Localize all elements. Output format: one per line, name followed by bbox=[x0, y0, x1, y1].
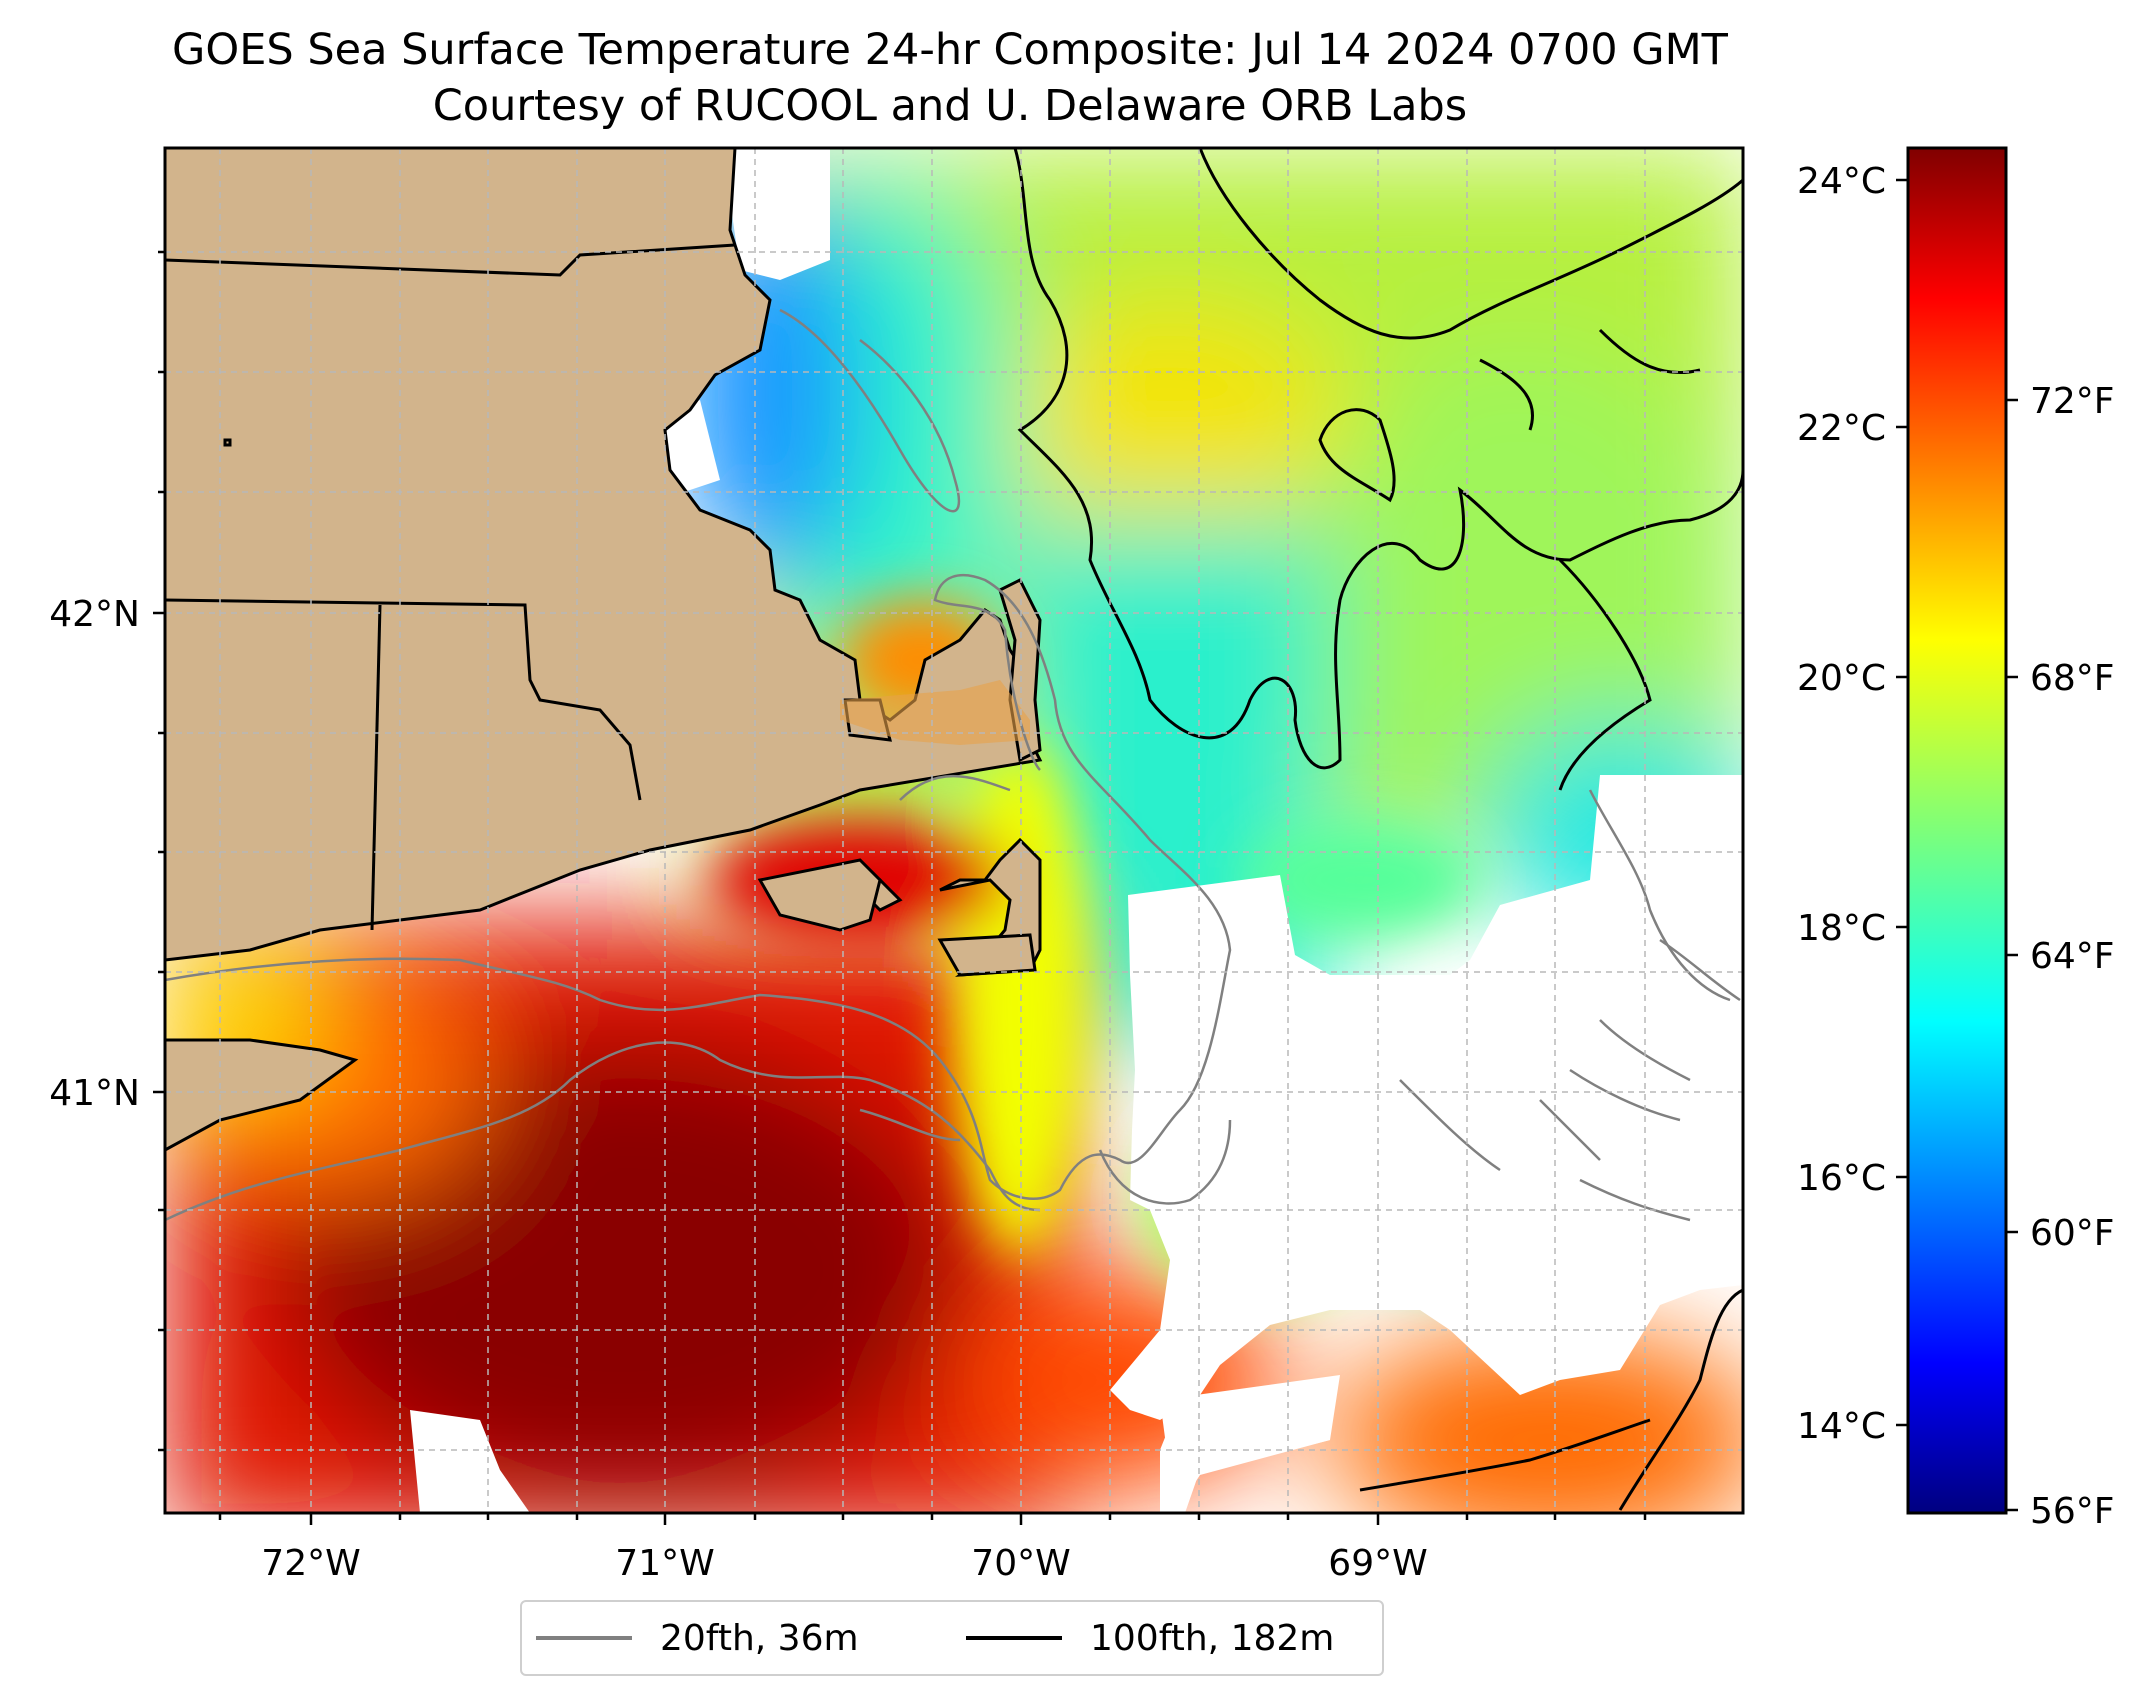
x-tick-label: 72°W bbox=[261, 1543, 360, 1584]
gridlines bbox=[165, 148, 1743, 1513]
contour-legend: 20fth, 36m 100fth, 182m bbox=[520, 1600, 1384, 1676]
colorbar-celsius-label: 20°C bbox=[1797, 658, 1886, 699]
legend-item-100fth: 100fth, 182m bbox=[966, 1617, 1335, 1659]
colorbar-fahrenheit-label: 64°F bbox=[2030, 936, 2115, 977]
map-subtitle: Courtesy of RUCOOL and U. Delaware ORB L… bbox=[432, 81, 1468, 131]
legend-swatch-gray bbox=[536, 1636, 632, 1640]
y-tick-label: 42°N bbox=[49, 594, 140, 635]
islands bbox=[223, 438, 1037, 977]
legend-item-20fth: 20fth, 36m bbox=[536, 1617, 859, 1659]
colorbar: 24°C 22°C 20°C 18°C 16°C 14°C 72°F 68°F … bbox=[1797, 146, 2115, 1532]
legend-label: 100fth, 182m bbox=[1090, 1617, 1335, 1659]
colorbar-celsius-label: 22°C bbox=[1797, 408, 1886, 449]
colorbar-celsius-label: 24°C bbox=[1797, 161, 1886, 202]
state-borders bbox=[165, 243, 736, 931]
colorbar-fahrenheit-label: 56°F bbox=[2030, 1491, 2115, 1532]
colorbar-gradient bbox=[1906, 146, 2008, 1515]
colorbar-celsius-label: 18°C bbox=[1797, 908, 1886, 949]
map-frame bbox=[163, 146, 1745, 1515]
colorbar-fahrenheit-label: 68°F bbox=[2030, 658, 2115, 699]
x-tick-label: 70°W bbox=[971, 1543, 1070, 1584]
x-tick-label: 71°W bbox=[615, 1543, 714, 1584]
legend-label: 20fth, 36m bbox=[660, 1617, 859, 1659]
y-tick-label: 41°N bbox=[49, 1073, 140, 1114]
map-plot-area bbox=[165, 148, 1743, 1513]
contour-20fth bbox=[165, 308, 1741, 1222]
colorbar-fahrenheit-label: 72°F bbox=[2030, 381, 2115, 422]
colorbar-fahrenheit-label: 60°F bbox=[2030, 1213, 2115, 1254]
colorbar-celsius-label: 14°C bbox=[1797, 1406, 1886, 1447]
cape-cod bbox=[840, 577, 1042, 763]
colorbar-celsius-label: 16°C bbox=[1797, 1158, 1886, 1199]
missing-data-regions bbox=[410, 148, 1743, 1513]
x-tick-label: 69°W bbox=[1328, 1543, 1427, 1584]
map-title: GOES Sea Surface Temperature 24-hr Compo… bbox=[172, 25, 1728, 75]
legend-swatch-black bbox=[966, 1636, 1062, 1640]
axis-ticks bbox=[153, 250, 1647, 1525]
